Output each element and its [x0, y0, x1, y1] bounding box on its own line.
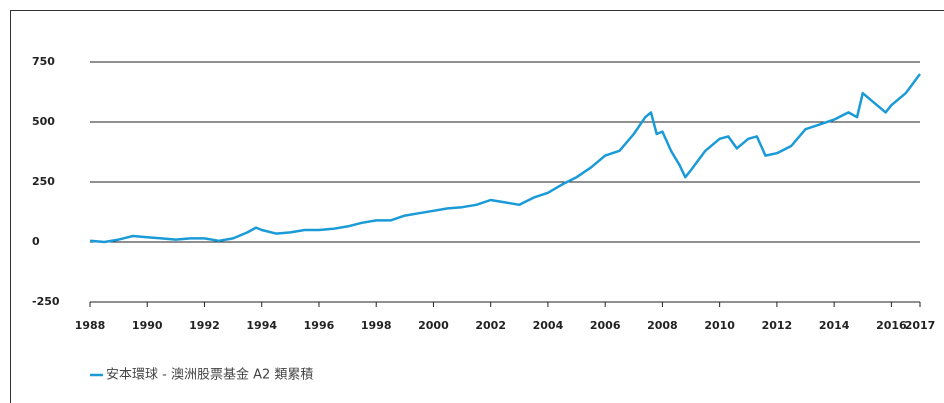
x-tick-label: 2012: [762, 319, 793, 332]
x-tick-label: 2002: [475, 319, 506, 332]
x-tick-label: 2010: [704, 319, 735, 332]
line: [89, 73, 922, 244]
x-tick-label: 1996: [304, 319, 335, 332]
x-tick-label: 1998: [361, 319, 392, 332]
x-tick-label: 1988: [75, 319, 106, 332]
x-tick-label: 1990: [132, 319, 163, 332]
x-tick-label: 2004: [533, 319, 564, 332]
y-tick-label: -250: [32, 295, 60, 308]
x-tick-label: 2008: [647, 319, 678, 332]
x-tick-label: 2014: [819, 319, 850, 332]
x-tick-label: 2016: [876, 319, 907, 332]
x-tick-label: 1992: [189, 319, 220, 332]
y-tick-label: 500: [32, 115, 55, 128]
x-tick-label: 2017: [905, 319, 936, 332]
legend-label: 安本環球 - 澳洲股票基金 A2 類累積: [106, 367, 313, 383]
frame: [10, 10, 944, 403]
x-tick-label: 2000: [418, 319, 449, 332]
x-tick-label: 2006: [590, 319, 621, 332]
y-tick-label: 0: [32, 235, 40, 248]
y-tick-label: 250: [32, 175, 55, 188]
y-tick-label: 750: [32, 55, 55, 68]
x-tick-label: 1994: [246, 319, 277, 332]
